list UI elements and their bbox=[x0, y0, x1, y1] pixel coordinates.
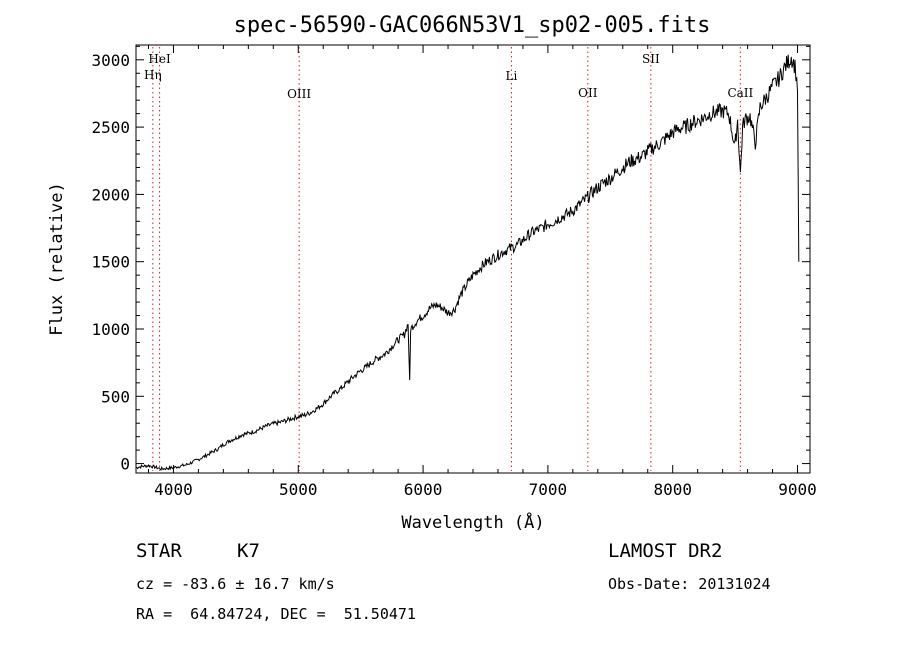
line-label-SII: SII bbox=[642, 52, 660, 66]
line-label-Hη: Hη bbox=[144, 68, 162, 82]
y-tick-label: 3000 bbox=[91, 51, 130, 70]
y-tick-label: 500 bbox=[101, 387, 130, 406]
y-axis-ticks: 0 500 1000 1500 2000 2500 3000 bbox=[91, 45, 810, 474]
x-tick-label: 6000 bbox=[404, 480, 443, 499]
y-tick-label: 1500 bbox=[91, 253, 130, 272]
x-tick-label: 7000 bbox=[529, 480, 568, 499]
y-tick-label: 2000 bbox=[91, 185, 130, 204]
line-label-OII: OII bbox=[578, 86, 598, 100]
plot-frame bbox=[135, 44, 811, 474]
x-tick-label: 9000 bbox=[778, 480, 817, 499]
line-label-CaII: CaII bbox=[727, 86, 753, 100]
redshift-value: cz = -83.6 ± 16.7 km/s bbox=[136, 575, 335, 593]
survey-name: LAMOST DR2 bbox=[608, 540, 723, 562]
spectral-line-labels: HeI Hη OIII Li OII SII CaII bbox=[144, 52, 753, 101]
line-label-Li: Li bbox=[506, 69, 518, 83]
x-tick-label: 5000 bbox=[279, 480, 318, 499]
x-tick-label: 8000 bbox=[653, 480, 692, 499]
x-axis-label: Wavelength (Å) bbox=[401, 511, 544, 533]
y-tick-label: 0 bbox=[120, 455, 130, 474]
object-subclass: K7 bbox=[237, 540, 260, 562]
spectrum-series-line bbox=[135, 54, 800, 471]
x-tick-label: 4000 bbox=[154, 480, 193, 499]
line-label-OIII: OIII bbox=[287, 87, 311, 101]
y-axis-label: Flux (relative) bbox=[47, 182, 67, 336]
spectral-line-markers bbox=[152, 47, 741, 471]
observation-date: Obs-Date: 20131024 bbox=[608, 575, 771, 593]
x-axis-ticks: 4000 5000 6000 7000 8000 9000 bbox=[147, 45, 817, 499]
object-type: STAR bbox=[136, 540, 182, 562]
chart-title: spec-56590-GAC066N53V1_sp02-005.fits bbox=[234, 13, 711, 38]
y-tick-label: 1000 bbox=[91, 320, 130, 339]
coordinates: RA = 64.84724, DEC = 51.50471 bbox=[136, 605, 416, 623]
y-tick-label: 2500 bbox=[91, 118, 130, 137]
line-label-HeI: HeI bbox=[148, 52, 171, 66]
